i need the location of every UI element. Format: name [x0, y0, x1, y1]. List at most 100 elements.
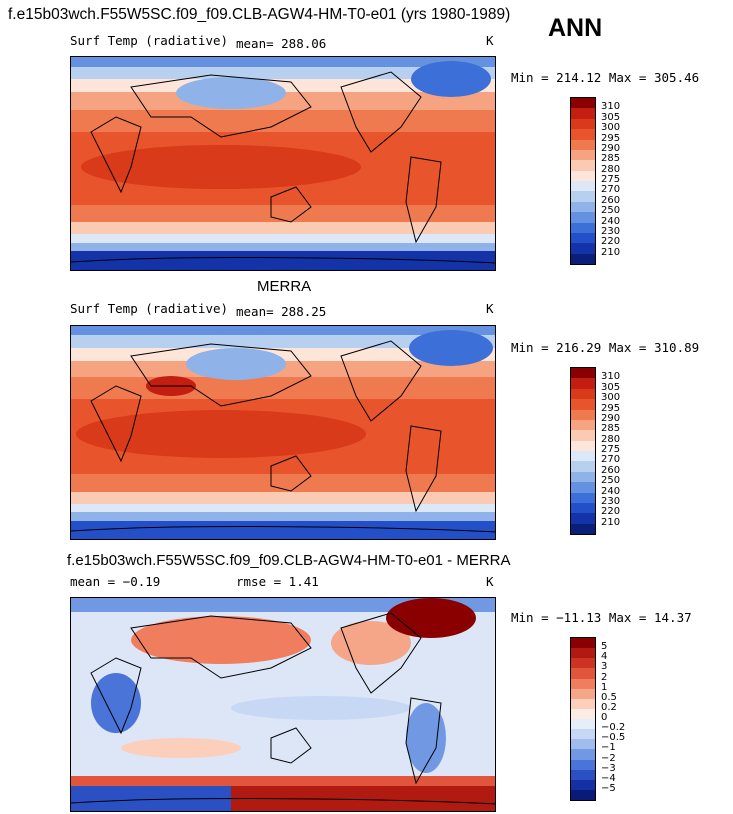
colorbar-swatch — [571, 471, 595, 483]
colorbar-label: 285 — [601, 153, 621, 165]
colorbar-label: −0.5 — [601, 732, 626, 744]
model-map — [70, 56, 496, 271]
colorbar-swatch — [571, 729, 595, 740]
colorbar-swatch — [571, 668, 595, 679]
colorbar-swatch — [571, 698, 595, 709]
colorbar-label: 230 — [601, 495, 621, 507]
colorbar-label: 300 — [601, 392, 621, 404]
colorbar-swatch — [571, 98, 595, 109]
colorbar-swatch — [571, 461, 595, 472]
colorbar-swatch — [571, 749, 595, 760]
colorbar-label: 275 — [601, 174, 621, 185]
colorbar-label: 240 — [601, 485, 621, 497]
colorbar-label: 270 — [601, 184, 621, 196]
colorbar-swatch — [571, 409, 595, 420]
colorbar-swatch — [571, 201, 595, 213]
colorbar-label: 210 — [601, 246, 621, 258]
colorbar-label: −5 — [601, 782, 616, 794]
colorbar-swatch — [571, 638, 595, 649]
colorbar-label: −3 — [601, 762, 616, 774]
colorbar-label: 4 — [601, 651, 608, 663]
variable-label: Surf Temp (radiative) — [70, 301, 229, 316]
colorbar-swatch — [571, 108, 595, 119]
colorbar-label: 240 — [601, 215, 621, 227]
colorbar-label: 290 — [601, 142, 621, 154]
colorbar-swatch — [571, 181, 595, 192]
colorbar-label: 0 — [601, 712, 608, 723]
colorbar-swatch — [571, 688, 595, 699]
colorbar-swatch — [571, 399, 595, 410]
difference-colorbar — [570, 637, 596, 801]
colorbar-swatch — [571, 232, 595, 244]
colorbar-swatch — [571, 212, 595, 223]
colorbar-swatch — [571, 222, 595, 233]
units-label: K — [486, 33, 494, 48]
colorbar-label: 220 — [601, 506, 621, 518]
colorbar-swatch — [571, 482, 595, 493]
colorbar-label: 1 — [601, 681, 608, 693]
colorbar-label: −0.2 — [601, 722, 626, 734]
colorbar-swatch — [571, 129, 595, 140]
colorbar-swatch — [571, 419, 595, 431]
difference-map — [70, 597, 496, 812]
minmax-label: Min = 214.12 Max = 305.46 — [511, 70, 700, 85]
colorbar-label: 290 — [601, 412, 621, 424]
colorbar-label: 230 — [601, 225, 621, 237]
colorbar-swatch — [571, 388, 595, 400]
variable-label: Surf Temp (radiative) — [70, 33, 229, 48]
units-label: K — [486, 574, 494, 589]
colorbar-swatch — [571, 789, 595, 800]
colorbar-label: 210 — [601, 516, 621, 528]
colorbar-swatch — [571, 378, 595, 389]
colorbar-label: 2 — [601, 671, 608, 683]
colorbar-swatch — [571, 759, 595, 770]
colorbar-label: 0.5 — [601, 691, 617, 703]
rmse-label: rmse = 1.41 — [236, 574, 319, 589]
colorbar-swatch — [571, 368, 595, 379]
colorbar-swatch — [571, 779, 595, 790]
colorbar-label: 285 — [601, 423, 621, 435]
colorbar-swatch — [571, 451, 595, 462]
colorbar-swatch — [571, 513, 595, 524]
colorbar-swatch — [571, 243, 595, 254]
colorbar-swatch — [571, 440, 595, 451]
page-title: f.e15b03wch.F55W5SC.f09_f09.CLB-AGW4-HM-… — [8, 6, 511, 23]
colorbar-label: 0.2 — [601, 701, 617, 713]
colorbar-swatch — [571, 492, 595, 503]
colorbar-swatch — [571, 648, 595, 659]
colorbar-swatch — [571, 170, 595, 181]
colorbar-swatch — [571, 253, 595, 264]
season-label: ANN — [548, 14, 603, 42]
colorbar-swatch — [571, 769, 595, 780]
colorbar-label: −4 — [601, 772, 616, 784]
colorbar-swatch — [571, 708, 595, 719]
minmax-label: Min = 216.29 Max = 310.89 — [511, 340, 700, 355]
colorbar-label: 300 — [601, 122, 621, 134]
merra-colorbar — [570, 367, 596, 535]
mean-label: mean= 288.06 — [236, 36, 327, 51]
colorbar-label: 310 — [601, 371, 621, 383]
colorbar-swatch — [571, 430, 595, 441]
colorbar-label: 220 — [601, 236, 621, 248]
colorbar-label: 270 — [601, 454, 621, 466]
colorbar-swatch — [571, 719, 595, 730]
colorbar-swatch — [571, 149, 595, 161]
colorbar-label: 295 — [601, 402, 621, 414]
colorbar-label: 280 — [601, 433, 621, 445]
colorbar-swatch — [571, 502, 595, 514]
colorbar-label: 5 — [601, 641, 608, 653]
units-label: K — [486, 301, 494, 316]
colorbar-label: 260 — [601, 464, 621, 476]
colorbar-label: 250 — [601, 475, 621, 487]
colorbar-swatch — [571, 678, 595, 689]
minmax-label: Min = −11.13 Max = 14.37 — [511, 610, 692, 625]
colorbar-label: 305 — [601, 111, 621, 123]
mean-label: mean= 288.25 — [236, 304, 327, 319]
colorbar-label: −2 — [601, 752, 616, 764]
mean-label: mean = −0.19 — [70, 574, 161, 589]
difference-heading: f.e15b03wch.F55W5SC.f09_f09.CLB-AGW4-HM-… — [67, 552, 511, 569]
model-colorbar — [570, 97, 596, 265]
colorbar-label: 280 — [601, 163, 621, 175]
colorbar-label: 275 — [601, 444, 621, 455]
colorbar-swatch — [571, 160, 595, 171]
